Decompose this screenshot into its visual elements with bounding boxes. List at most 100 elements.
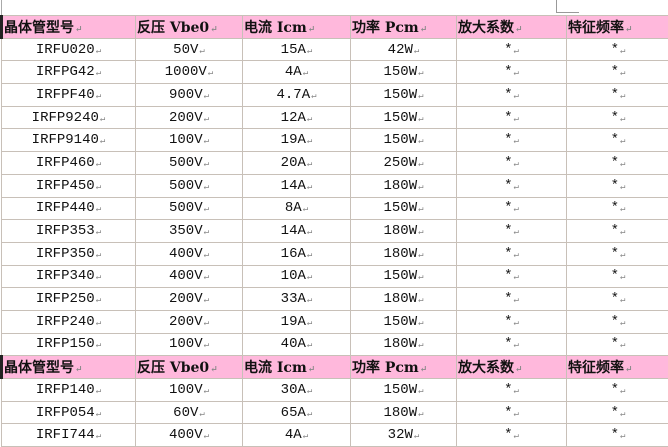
table-cell[interactable]: 150W bbox=[351, 84, 457, 107]
table-cell[interactable]: 500V bbox=[136, 152, 243, 175]
table-cell[interactable]: * bbox=[457, 38, 567, 61]
table-cell[interactable]: 20A bbox=[243, 152, 351, 175]
table-cell[interactable]: * bbox=[457, 424, 567, 447]
table-cell[interactable]: * bbox=[457, 152, 567, 175]
table-cell[interactable]: 14A bbox=[243, 220, 351, 243]
header-cell[interactable]: 反压 Vbe0 bbox=[136, 16, 243, 39]
table-cell[interactable]: IRFP240 bbox=[2, 310, 136, 333]
header-cell[interactable]: 电流 Icm bbox=[243, 356, 351, 379]
table-cell[interactable]: * bbox=[457, 265, 567, 288]
table-cell[interactable]: * bbox=[567, 424, 668, 447]
table-cell[interactable]: 15A bbox=[243, 38, 351, 61]
table-cell[interactable]: 30A bbox=[243, 379, 351, 402]
table-cell[interactable]: * bbox=[567, 220, 668, 243]
header-cell[interactable]: 放大系数 bbox=[457, 356, 567, 379]
table-cell[interactable]: 40A bbox=[243, 333, 351, 356]
table-cell[interactable]: * bbox=[457, 333, 567, 356]
table-cell[interactable]: 8A bbox=[243, 197, 351, 220]
table-cell[interactable]: IRFP250 bbox=[2, 288, 136, 311]
table-cell[interactable]: * bbox=[567, 379, 668, 402]
table-cell[interactable]: * bbox=[567, 38, 668, 61]
header-cell[interactable]: 反压 Vbe0 bbox=[136, 356, 243, 379]
table-cell[interactable]: * bbox=[567, 310, 668, 333]
table-cell[interactable]: 900V bbox=[136, 84, 243, 107]
table-cell[interactable]: 180W bbox=[351, 220, 457, 243]
table-cell[interactable]: 500V bbox=[136, 197, 243, 220]
table-cell[interactable]: * bbox=[457, 242, 567, 265]
header-cell[interactable]: 特征频率 bbox=[567, 356, 668, 379]
table-cell[interactable]: 400V bbox=[136, 242, 243, 265]
table-cell[interactable]: 350V bbox=[136, 220, 243, 243]
table-cell[interactable]: 32W bbox=[351, 424, 457, 447]
header-cell[interactable]: 晶体管型号 bbox=[2, 356, 136, 379]
table-cell[interactable]: * bbox=[567, 242, 668, 265]
table-cell[interactable]: IRFP440 bbox=[2, 197, 136, 220]
table-cell[interactable]: IRFI744 bbox=[2, 424, 136, 447]
table-cell[interactable]: 100V bbox=[136, 333, 243, 356]
table-cell[interactable]: * bbox=[457, 310, 567, 333]
table-cell[interactable]: 180W bbox=[351, 333, 457, 356]
table-cell[interactable]: 42W bbox=[351, 38, 457, 61]
table-cell[interactable]: * bbox=[457, 84, 567, 107]
table-cell[interactable]: IRFP340 bbox=[2, 265, 136, 288]
table-cell[interactable]: * bbox=[457, 61, 567, 84]
table-cell[interactable]: * bbox=[457, 401, 567, 424]
table-cell[interactable]: 180W bbox=[351, 174, 457, 197]
table-cell[interactable]: * bbox=[567, 197, 668, 220]
table-cell[interactable]: IRFP460 bbox=[2, 152, 136, 175]
table-cell[interactable]: 100V bbox=[136, 129, 243, 152]
table-cell[interactable]: IRFP353 bbox=[2, 220, 136, 243]
header-cell[interactable]: 功率 Pcm bbox=[351, 356, 457, 379]
table-cell[interactable]: 150W bbox=[351, 310, 457, 333]
table-cell[interactable]: 50V bbox=[136, 38, 243, 61]
table-cell[interactable]: IRFP054 bbox=[2, 401, 136, 424]
header-cell[interactable]: 放大系数 bbox=[457, 16, 567, 39]
table-cell[interactable]: 33A bbox=[243, 288, 351, 311]
table-cell[interactable]: * bbox=[457, 379, 567, 402]
table-cell[interactable]: * bbox=[457, 220, 567, 243]
table-cell[interactable]: 250W bbox=[351, 152, 457, 175]
table-cell[interactable]: 180W bbox=[351, 288, 457, 311]
table-cell[interactable]: * bbox=[457, 174, 567, 197]
table-cell[interactable]: IRFPF40 bbox=[2, 84, 136, 107]
table-cell[interactable]: 14A bbox=[243, 174, 351, 197]
table-cell[interactable]: 19A bbox=[243, 310, 351, 333]
table-cell[interactable]: 4A bbox=[243, 424, 351, 447]
table-cell[interactable]: IRFP9240 bbox=[2, 106, 136, 129]
table-cell[interactable]: 200V bbox=[136, 288, 243, 311]
table-cell[interactable]: * bbox=[567, 129, 668, 152]
table-cell[interactable]: * bbox=[567, 174, 668, 197]
table-cell[interactable]: 100V bbox=[136, 379, 243, 402]
table-cell[interactable]: * bbox=[567, 61, 668, 84]
table-cell[interactable]: 180W bbox=[351, 401, 457, 424]
table-cell[interactable]: 10A bbox=[243, 265, 351, 288]
table-cell[interactable]: 180W bbox=[351, 242, 457, 265]
table-cell[interactable]: 500V bbox=[136, 174, 243, 197]
header-cell[interactable]: 特征频率 bbox=[567, 16, 668, 39]
table-cell[interactable]: 150W bbox=[351, 129, 457, 152]
table-cell[interactable]: * bbox=[567, 401, 668, 424]
table-cell[interactable]: 150W bbox=[351, 61, 457, 84]
table-cell[interactable]: 150W bbox=[351, 197, 457, 220]
table-cell[interactable]: 400V bbox=[136, 265, 243, 288]
table-cell[interactable]: IRFP9140 bbox=[2, 129, 136, 152]
table-cell[interactable]: * bbox=[567, 333, 668, 356]
table-cell[interactable]: 65A bbox=[243, 401, 351, 424]
table-cell[interactable]: * bbox=[457, 288, 567, 311]
table-cell[interactable]: 150W bbox=[351, 265, 457, 288]
table-cell[interactable]: * bbox=[567, 265, 668, 288]
table-cell[interactable]: 150W bbox=[351, 106, 457, 129]
table-cell[interactable]: 400V bbox=[136, 424, 243, 447]
table-cell[interactable]: * bbox=[567, 152, 668, 175]
table-cell[interactable]: * bbox=[457, 129, 567, 152]
table-cell[interactable]: 60V bbox=[136, 401, 243, 424]
table-cell[interactable]: 16A bbox=[243, 242, 351, 265]
header-cell[interactable]: 电流 Icm bbox=[243, 16, 351, 39]
table-cell[interactable]: * bbox=[457, 197, 567, 220]
table-cell[interactable]: * bbox=[567, 106, 668, 129]
table-cell[interactable]: 200V bbox=[136, 310, 243, 333]
table-cell[interactable]: IRFP350 bbox=[2, 242, 136, 265]
table-cell[interactable]: IRFP140 bbox=[2, 379, 136, 402]
table-cell[interactable]: IRFU020 bbox=[2, 38, 136, 61]
header-cell[interactable]: 晶体管型号 bbox=[2, 16, 136, 39]
